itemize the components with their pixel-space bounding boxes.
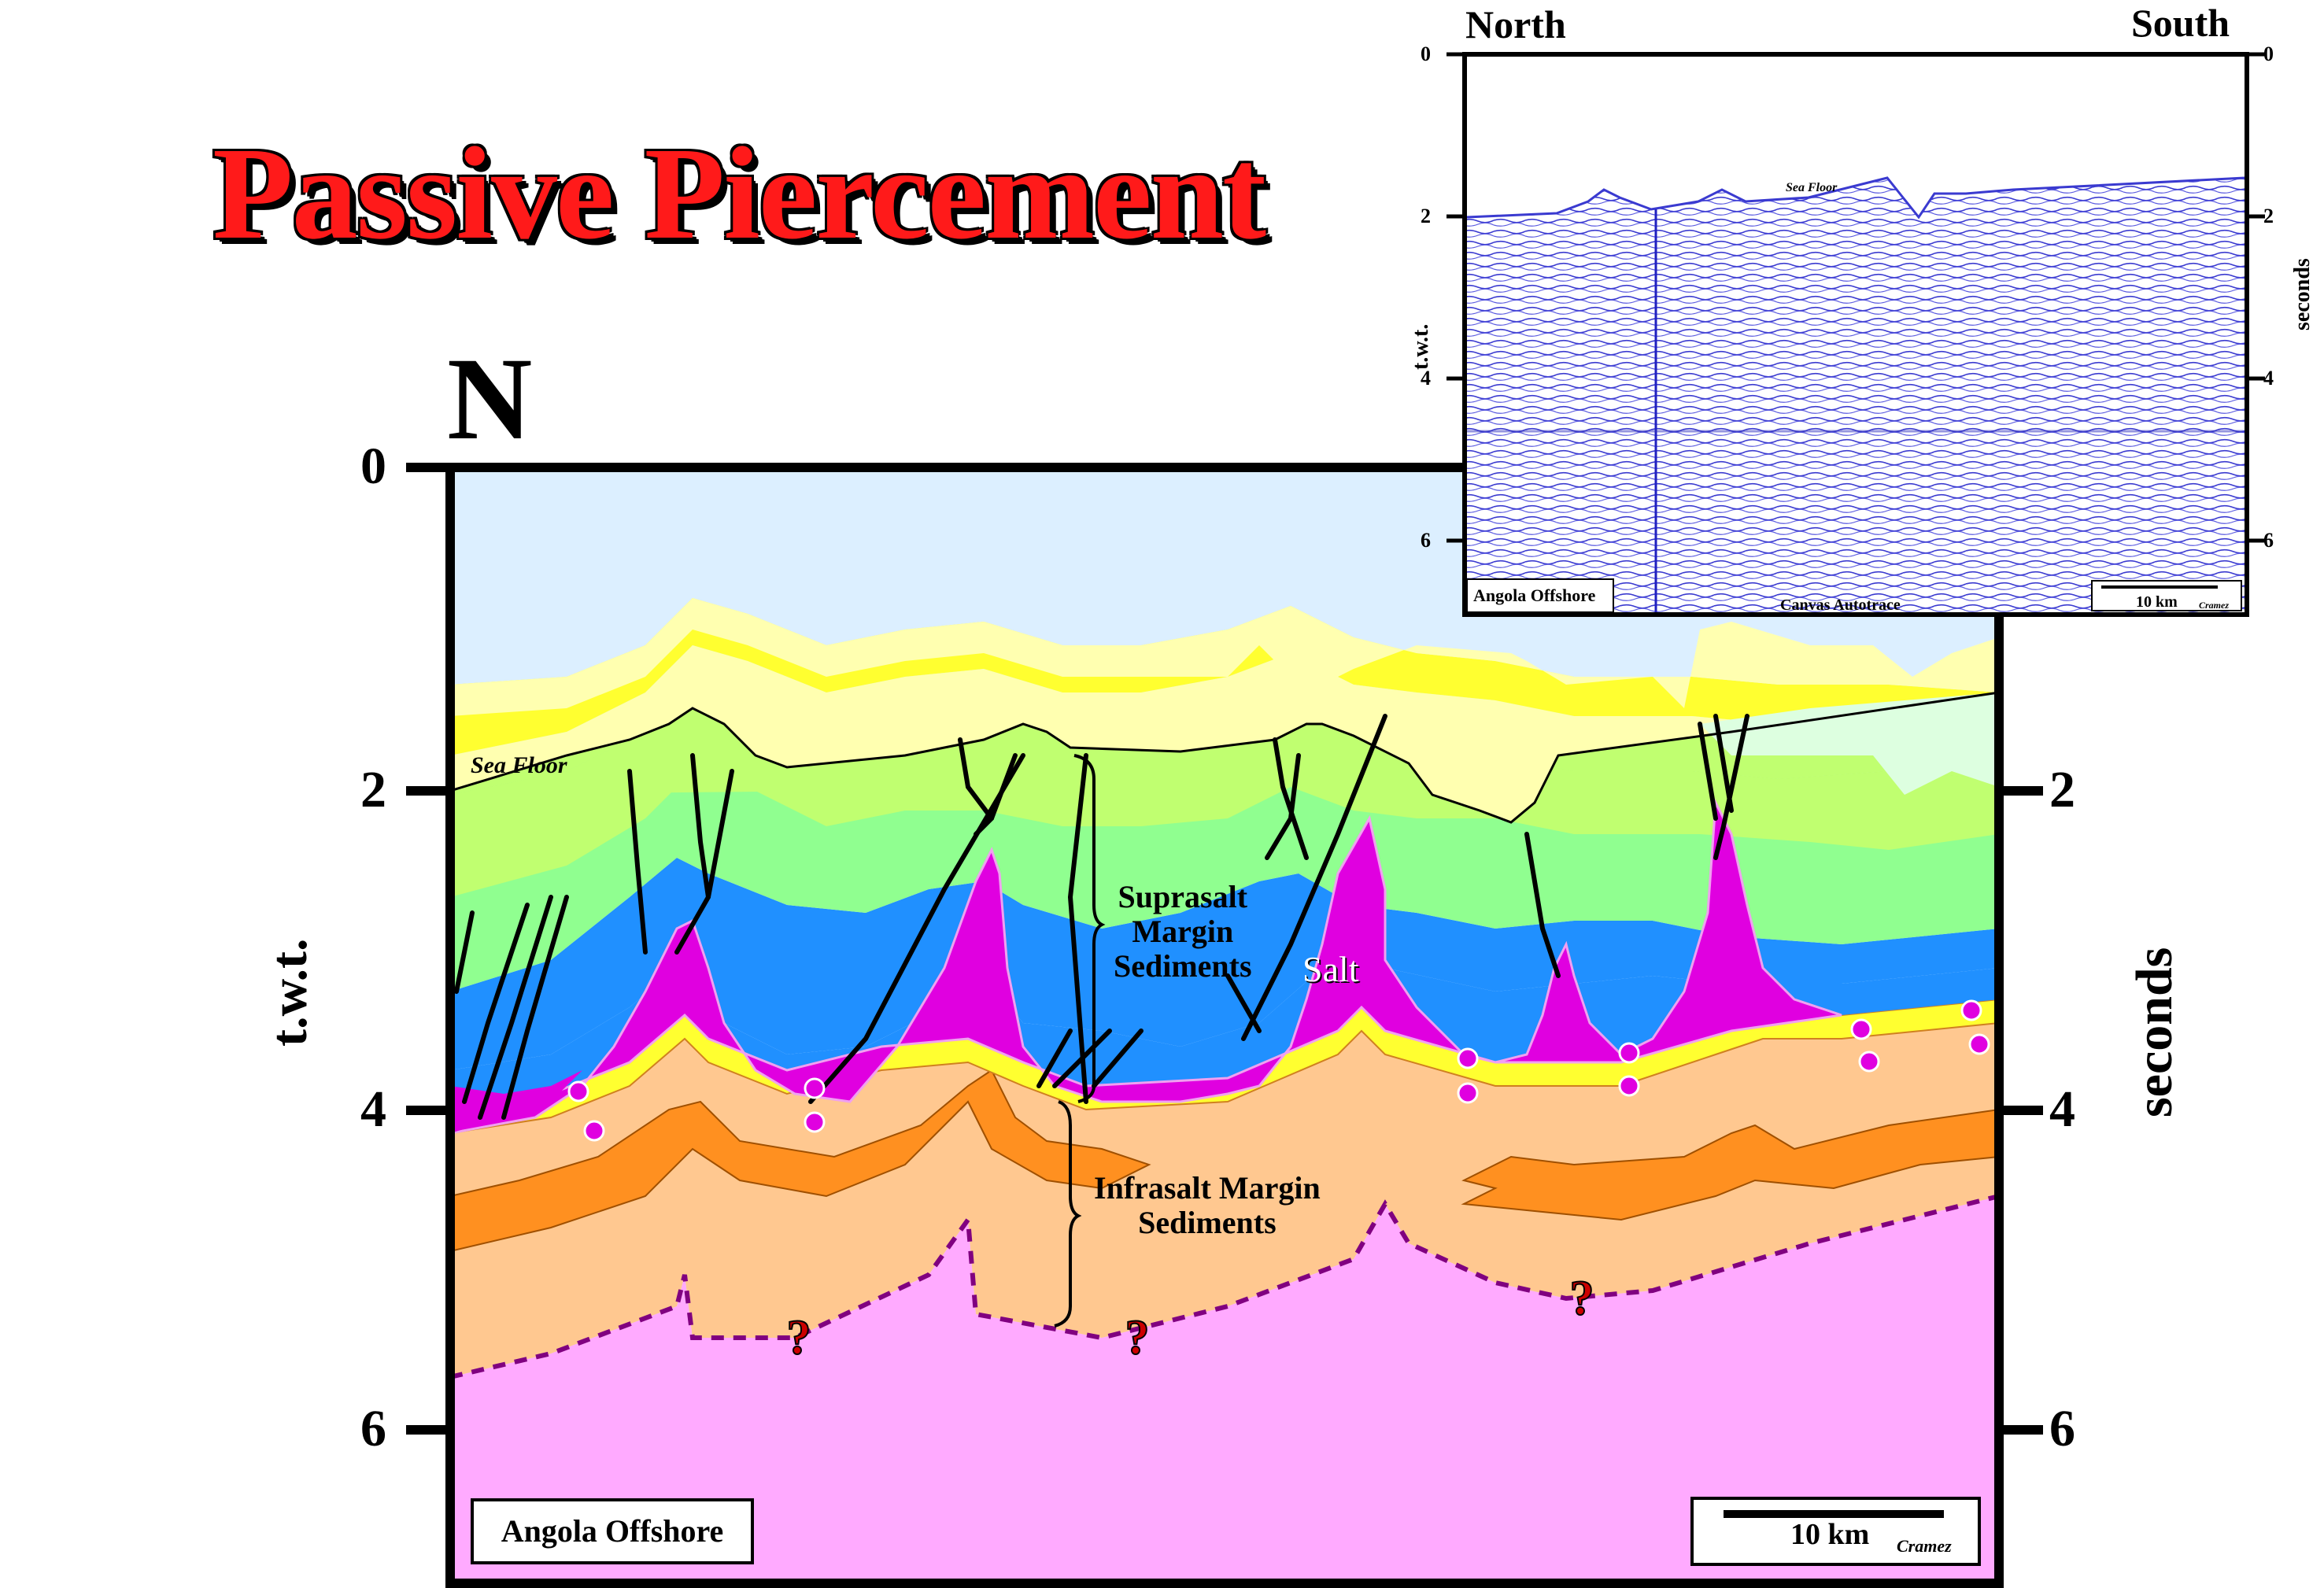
infrasalt-band-west <box>450 1069 1151 1253</box>
right-axis-ticks <box>1999 786 2043 1435</box>
y-tick-right-2: 2 <box>2049 761 2075 818</box>
question-marks: ? ? ? <box>786 1271 1595 1365</box>
inset-south-label: South <box>2131 1 2230 45</box>
seismic-image <box>1467 176 2245 612</box>
pale-yellow-layer <box>450 645 1999 822</box>
inset-tick-right-0: 0 <box>2263 42 2274 65</box>
north-label: N <box>447 334 533 464</box>
inset-tick-2: 2 <box>1421 205 1431 227</box>
y-axis-title-left: t.w.t. <box>260 938 318 1047</box>
inset-scale-label: 10 km <box>2136 593 2178 611</box>
inset-tick-4: 4 <box>1421 367 1431 390</box>
infrasalt-sediments <box>450 1023 1999 1377</box>
basement <box>450 1196 1999 1583</box>
sea-floor-label: Sea Floor <box>471 752 567 778</box>
blue-layer <box>450 968 1999 1110</box>
inset-sea-floor-label: Sea Floor <box>1786 181 1838 194</box>
question-mark-1: ? <box>787 1311 811 1365</box>
y-tick-4: 4 <box>360 1080 386 1138</box>
seismic-inset: Angola Offshore Canvas Autotrace 10 km C… <box>1462 52 2249 617</box>
inset-center-label: Canvas Autotrace <box>1780 596 1901 614</box>
question-mark-2: ? <box>1125 1311 1150 1365</box>
salt-pin-markers <box>567 999 1990 1142</box>
y-axis-title-right: seconds <box>2126 947 2183 1117</box>
location-box: Angola Offshore <box>471 1498 754 1564</box>
salt-body <box>450 798 1842 1135</box>
inset-north-label: North <box>1465 2 1566 46</box>
salt-label: Salt <box>1302 949 1359 989</box>
left-axis-ticks <box>406 463 450 1435</box>
inset-tick-right-2: 2 <box>2263 205 2274 227</box>
inset-y-axis-left: t.w.t. <box>1409 323 1433 370</box>
basement-top-dashed <box>450 1194 1999 1379</box>
y-tick-right-4: 4 <box>2049 1080 2075 1138</box>
infrasalt-band-east <box>1461 1108 1999 1221</box>
inset-location-box: Angola Offshore <box>1473 585 1596 605</box>
credit-label: Cramez <box>1897 1536 1952 1556</box>
inset-tick-right-6: 6 <box>2263 529 2274 552</box>
fault-lines <box>454 714 1749 1120</box>
inset-tick-6: 6 <box>1421 529 1431 552</box>
inset-credit: Cramez <box>2199 600 2230 611</box>
scale-box <box>1690 1497 1981 1566</box>
infrasalt-brace <box>1054 1100 1082 1328</box>
infrasalt-label: Infrasalt Margin Sediments <box>1094 1170 1321 1240</box>
inset-tick-0: 0 <box>1421 42 1431 65</box>
inset-tick-right-4: 4 <box>2263 367 2274 390</box>
y-tick-2: 2 <box>360 761 386 818</box>
question-mark-3: ? <box>1570 1272 1594 1325</box>
suprasalt-label: Suprasalt Margin Sediments <box>1114 879 1252 984</box>
y-tick-0: 0 <box>360 438 386 495</box>
page-title: Passive Piercement <box>212 120 1266 267</box>
sea-floor-line <box>450 691 1999 824</box>
suprasalt-brace <box>1073 754 1106 1103</box>
salt-west-edge <box>450 1070 582 1133</box>
section-frame <box>445 463 2004 1588</box>
inset-y-axis-right: seconds <box>2290 258 2315 331</box>
scale-label: 10 km <box>1790 1518 1870 1551</box>
y-tick-right-6: 6 <box>2049 1400 2075 1457</box>
blue-layer-upper <box>450 858 1999 1070</box>
y-tick-6: 6 <box>360 1400 386 1457</box>
top-east-layer <box>1700 692 1999 795</box>
